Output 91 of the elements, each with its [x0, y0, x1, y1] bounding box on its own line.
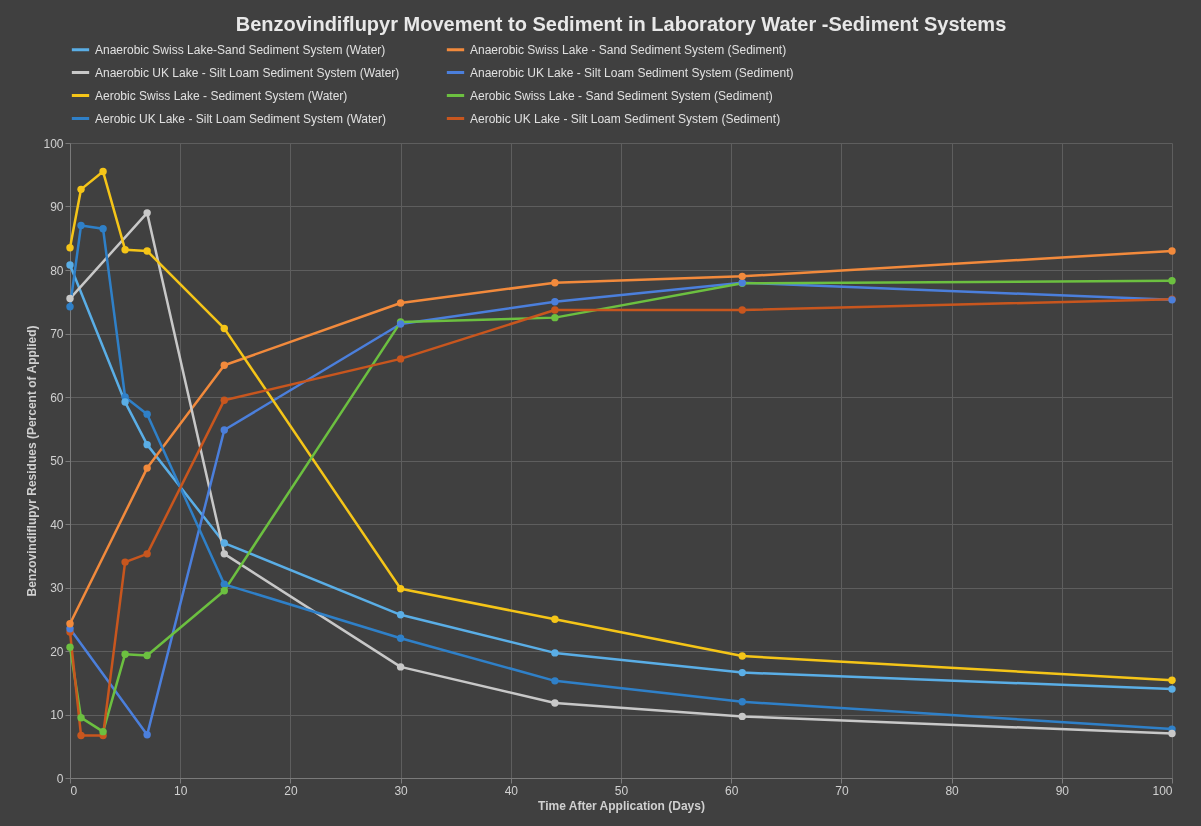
point: [121, 558, 129, 566]
y-tick-label: 100: [43, 136, 64, 151]
point: [551, 615, 559, 623]
legend-label: Aerobic Swiss Lake - Sand Sediment System (Sediment): [470, 88, 773, 103]
point: [143, 410, 151, 418]
point: [551, 677, 559, 685]
x-tick-label: 30: [394, 783, 409, 798]
y-tick-label: 30: [50, 581, 64, 595]
y-tick-label: 20: [50, 644, 64, 659]
point: [396, 585, 405, 593]
point: [99, 225, 107, 233]
point: [220, 550, 228, 558]
point: [551, 313, 559, 322]
point: [66, 303, 74, 311]
point: [551, 279, 559, 287]
point: [121, 245, 129, 254]
point: [143, 550, 151, 558]
point: [1168, 676, 1176, 684]
point: [143, 731, 151, 739]
legend-label: Aerobic Swiss Lake - Sediment System (Water): [95, 88, 348, 103]
point: [77, 713, 85, 722]
point: [551, 306, 559, 314]
point: [396, 611, 405, 619]
point: [738, 652, 746, 660]
x-tick-label: 0: [70, 783, 78, 798]
x-tick-label: 60: [725, 783, 739, 798]
point: [220, 586, 228, 595]
x-tick-label: 100: [1152, 783, 1173, 798]
y-tick-label: 80: [50, 263, 64, 278]
point: [143, 464, 151, 472]
x-tick-label: 20: [284, 783, 298, 798]
point: [220, 324, 228, 333]
point: [143, 651, 151, 660]
x-tick-label: 50: [614, 783, 629, 798]
point: [220, 580, 228, 589]
legend-label: Aerobic UK Lake - Silt Loam Sediment System (Sediment): [470, 111, 781, 126]
point: [551, 699, 559, 707]
point: [738, 272, 746, 281]
point: [66, 619, 74, 628]
point: [77, 221, 85, 230]
point: [143, 209, 151, 217]
point: [396, 634, 405, 642]
point: [220, 396, 228, 404]
point: [1168, 729, 1176, 738]
point: [738, 712, 746, 721]
y-tick-label: 90: [50, 200, 64, 214]
point: [738, 698, 746, 706]
legend-label: Aerobic UK Lake - Silt Loam Sediment System (Water): [95, 111, 386, 126]
x-tick-label: 80: [945, 783, 960, 798]
point: [143, 247, 151, 255]
point: [396, 355, 405, 363]
point: [1168, 277, 1176, 285]
y-axis-title: Benzovindiflupyr Residues (Percent of Applied): [25, 325, 40, 597]
point: [1168, 247, 1176, 255]
y-tick-label: 0: [56, 771, 64, 786]
legend-label: Anaerobic UK Lake - Silt Loam Sediment System (Water): [95, 65, 400, 80]
y-tick-label: 10: [50, 708, 64, 722]
point: [396, 663, 405, 671]
point: [738, 668, 746, 677]
point: [551, 649, 559, 657]
point: [143, 440, 151, 449]
point: [220, 426, 228, 434]
x-tick-label: 90: [1055, 783, 1070, 798]
point: [77, 731, 85, 740]
legend-label: Anaerobic Swiss Lake-Sand Sediment System (Water): [95, 42, 386, 57]
x-tick-label: 10: [174, 783, 188, 798]
point: [66, 244, 74, 252]
point: [551, 298, 559, 306]
point: [1168, 685, 1176, 693]
point: [99, 727, 107, 736]
y-tick-label: 50: [50, 454, 64, 468]
point: [121, 650, 129, 658]
point: [121, 398, 129, 406]
point: [66, 643, 74, 651]
y-tick-label: 40: [50, 517, 64, 532]
legend-label: Anaerobic Swiss Lake - Sand Sediment System (Sediment): [470, 42, 787, 57]
y-tick-label: 70: [50, 327, 64, 341]
point: [738, 306, 746, 314]
legend-label: Anaerobic UK Lake - Silt Loam Sediment System (Sediment): [470, 65, 794, 80]
chart-title: Benzovindiflupyr Movement to Sediment in Laboratory Water -Sediment Systems: [235, 13, 1007, 35]
point: [220, 539, 228, 547]
y-tick-label: 60: [50, 390, 64, 405]
point: [66, 294, 74, 303]
x-axis-title: Time After Application (Days): [538, 798, 705, 813]
point: [220, 361, 228, 369]
point: [396, 299, 405, 307]
point: [66, 261, 74, 269]
x-tick-label: 70: [835, 783, 849, 798]
x-tick-label: 40: [504, 783, 519, 798]
point: [77, 185, 85, 194]
point: [99, 167, 107, 176]
